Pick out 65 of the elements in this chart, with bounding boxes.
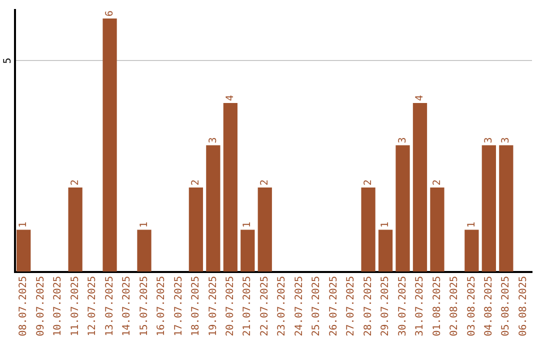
bar xyxy=(68,187,82,272)
bar xyxy=(16,230,31,272)
bar xyxy=(412,102,428,272)
x-tick-label: 17.07.2025 xyxy=(173,276,184,336)
x-tick-label: 29.07.2025 xyxy=(380,276,392,336)
bar xyxy=(430,187,444,272)
x-tick-label: 26.07.2025 xyxy=(328,276,340,336)
data-label: 2 xyxy=(190,179,202,186)
x-tick-label: 01.08.2025 xyxy=(432,276,443,336)
data-label: 1 xyxy=(380,222,392,228)
x-tick-label: 31.07.2025 xyxy=(414,276,426,336)
bar xyxy=(206,145,220,272)
x-tick-label: 02.08.2025 xyxy=(449,276,460,336)
bar xyxy=(499,145,514,272)
y-tick-label: 5 xyxy=(2,58,14,64)
data-label: 1 xyxy=(242,222,254,228)
bar xyxy=(258,187,272,272)
data-label: 4 xyxy=(225,94,236,101)
x-tick-label: 13.07.2025 xyxy=(104,276,116,336)
bar xyxy=(482,145,496,272)
data-label: 1 xyxy=(466,222,478,228)
data-label: 2 xyxy=(259,179,270,186)
x-tick-label: 05.08.2025 xyxy=(500,276,512,336)
x-tick-label: 03.08.2025 xyxy=(466,276,478,336)
bar xyxy=(188,187,204,272)
x-tick-label: 12.07.2025 xyxy=(87,276,98,336)
x-tick-label: 04.08.2025 xyxy=(484,276,495,336)
bar xyxy=(240,230,255,272)
x-tick-label: 25.07.2025 xyxy=(311,276,322,336)
x-tick-label: 19.07.2025 xyxy=(208,276,219,336)
x-tick-label: 27.07.2025 xyxy=(346,276,357,336)
data-label: 1 xyxy=(18,222,30,228)
data-label: 3 xyxy=(208,137,219,144)
x-tick-label: 06.08.2025 xyxy=(518,276,529,336)
x-tick-label: 10.07.2025 xyxy=(52,276,64,336)
x-tick-label: 21.07.2025 xyxy=(242,276,254,336)
x-tick-label: 16.07.2025 xyxy=(156,276,168,336)
x-tick-label: 28.07.2025 xyxy=(362,276,374,336)
x-tick-label: 15.07.2025 xyxy=(138,276,150,336)
x-tick-label: 09.07.2025 xyxy=(35,276,46,336)
bar xyxy=(361,187,376,272)
bar xyxy=(464,230,479,272)
x-tick-label: 22.07.2025 xyxy=(259,276,270,336)
data-label: 3 xyxy=(397,137,408,144)
x-tick-label: 11.07.2025 xyxy=(70,276,81,336)
bar xyxy=(223,102,238,272)
x-tick-label: 14.07.2025 xyxy=(122,276,133,336)
data-label: 2 xyxy=(362,179,374,186)
bar xyxy=(137,230,152,272)
x-tick-label: 20.07.2025 xyxy=(225,276,236,336)
data-label: 3 xyxy=(484,137,495,144)
bar xyxy=(102,18,117,272)
bar xyxy=(378,230,393,272)
x-tick-label: 23.07.2025 xyxy=(276,276,288,336)
x-tick-label: 08.07.2025 xyxy=(18,276,30,336)
data-label: 2 xyxy=(70,179,81,186)
data-label: 4 xyxy=(414,94,426,101)
bar xyxy=(396,145,410,272)
x-tick-label: 18.07.2025 xyxy=(190,276,202,336)
data-label: 3 xyxy=(500,137,512,144)
data-label: 1 xyxy=(138,222,150,228)
data-label: 2 xyxy=(432,179,443,186)
x-tick-label: 30.07.2025 xyxy=(397,276,408,336)
x-tick-label: 24.07.2025 xyxy=(294,276,305,336)
data-label: 6 xyxy=(104,10,116,16)
